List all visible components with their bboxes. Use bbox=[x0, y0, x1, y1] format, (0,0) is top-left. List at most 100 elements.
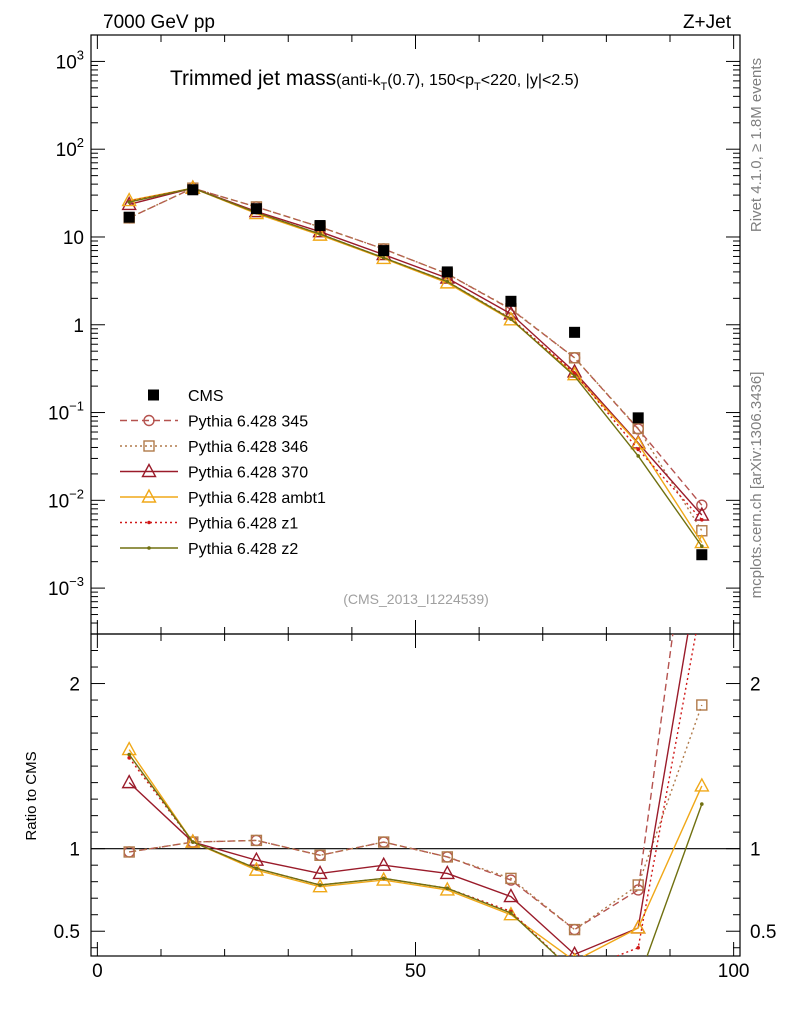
legend-item: Pythia 6.428 346 bbox=[120, 439, 308, 456]
series-point-ratio bbox=[697, 414, 707, 424]
series-point-ratio bbox=[505, 872, 517, 885]
series-point-main bbox=[121, 192, 137, 207]
legend-item: Pythia 6.428 345 bbox=[120, 414, 308, 431]
series-point-ratio bbox=[439, 864, 455, 880]
series-point-ratio bbox=[248, 851, 265, 866]
chart-title: Trimmed jet mass(anti-kT(0.7), 150<pT<22… bbox=[170, 67, 579, 93]
ratio-series bbox=[121, 414, 710, 983]
series-point-ratio bbox=[636, 945, 640, 950]
ratio-frame bbox=[90, 633, 741, 957]
y-tick-label-main: 1 bbox=[73, 316, 84, 337]
title-sub-c: <220, |y|<2.5) bbox=[481, 72, 579, 89]
series-point-main bbox=[376, 249, 392, 265]
axis-ticks bbox=[91, 34, 740, 956]
series-point-ratio bbox=[127, 752, 131, 757]
series-point-main bbox=[636, 454, 640, 458]
series-point-main bbox=[127, 200, 131, 204]
y-tick-label-ratio: 2 bbox=[69, 675, 80, 696]
series-point-ratio bbox=[376, 856, 392, 871]
series-point-main bbox=[700, 544, 704, 549]
y-tick-label-main: 10−2 bbox=[48, 486, 84, 512]
data-point bbox=[441, 266, 453, 278]
legend-marker bbox=[147, 546, 151, 550]
series-point-ratio bbox=[569, 945, 581, 956]
series-point-main bbox=[445, 279, 450, 284]
y-tick-label-main: 10−3 bbox=[48, 574, 84, 600]
data-point bbox=[378, 245, 390, 257]
series-point-main bbox=[700, 517, 704, 522]
legend-marker bbox=[143, 440, 155, 452]
ratio-ylabel: Ratio to CMS bbox=[23, 751, 40, 840]
data-group bbox=[123, 184, 708, 561]
legend-marker bbox=[141, 463, 157, 478]
legend-label: Pythia 6.428 346 bbox=[188, 439, 308, 456]
series-point-ratio bbox=[509, 911, 513, 915]
y-tick-label-main: 10−1 bbox=[48, 399, 84, 425]
legend-label: CMS bbox=[188, 388, 224, 405]
series-point-ratio bbox=[632, 879, 644, 891]
series-point-main bbox=[568, 352, 581, 364]
series-point-ratio bbox=[568, 923, 581, 936]
series-point-ratio bbox=[318, 883, 322, 887]
data-point bbox=[696, 549, 708, 561]
series-point-main bbox=[696, 499, 708, 511]
series-point-ratio bbox=[503, 888, 519, 903]
series-line-ratio bbox=[128, 634, 689, 956]
series-point-ratio bbox=[568, 923, 581, 936]
legend-item: Pythia 6.428 ambt1 bbox=[120, 488, 326, 507]
title-main: Trimmed jet mass bbox=[170, 67, 336, 90]
data-point bbox=[632, 412, 644, 424]
x-tick-label: 50 bbox=[405, 961, 426, 982]
series-point-ratio bbox=[700, 802, 704, 806]
series-point-ratio bbox=[185, 833, 201, 848]
series-point-ratio bbox=[630, 919, 646, 934]
y-tick-label-main: 102 bbox=[56, 135, 84, 161]
legend-label: Pythia 6.428 345 bbox=[188, 414, 308, 431]
series-point-ratio bbox=[254, 866, 259, 871]
legend-marker bbox=[148, 389, 159, 401]
legend-label: Pythia 6.428 370 bbox=[188, 465, 308, 482]
series-line-ratio bbox=[128, 754, 703, 956]
series-point-main bbox=[312, 226, 328, 241]
y-tick-label-ratio-right: 0.5 bbox=[750, 922, 776, 943]
series-point-main bbox=[572, 374, 577, 378]
mcplots-label: mcplots.cern.ch [arXiv:1306.3436] bbox=[748, 372, 765, 599]
y-tick-label-main: 103 bbox=[56, 47, 84, 73]
series-point-main bbox=[381, 255, 386, 260]
legend: CMS Pythia 6.428 345 Pythia 6.428 346 Pythi… bbox=[120, 388, 326, 558]
analysis-id: (CMS_2013_I1224539) bbox=[343, 591, 489, 607]
series-line-ratio bbox=[129, 704, 703, 931]
legend-item-data: CMS bbox=[148, 388, 224, 405]
x-tick-label: 0 bbox=[92, 961, 103, 982]
title-sub-a: (anti-k bbox=[336, 72, 381, 89]
series-line-main bbox=[128, 187, 703, 506]
series-point-ratio bbox=[377, 836, 390, 848]
series-line-ratio bbox=[128, 749, 703, 956]
series-point-ratio bbox=[441, 851, 454, 863]
legend-marker bbox=[143, 414, 155, 427]
series-point-ratio bbox=[694, 777, 710, 792]
series-point-ratio bbox=[250, 834, 263, 847]
series-point-ratio bbox=[573, 971, 577, 975]
series-point-ratio bbox=[314, 849, 326, 861]
x-tick-label: 100 bbox=[718, 961, 750, 982]
y-tick-label-ratio: 1 bbox=[69, 840, 80, 861]
series-point-ratio bbox=[573, 971, 577, 975]
series-point-ratio bbox=[636, 979, 640, 983]
series-point-ratio bbox=[700, 599, 704, 603]
legend-item: Pythia 6.428 z2 bbox=[120, 541, 298, 558]
legend-marker bbox=[141, 488, 157, 503]
data-point bbox=[569, 326, 581, 338]
series-point-main bbox=[318, 232, 322, 236]
series-point-ratio bbox=[123, 846, 135, 858]
series-group bbox=[121, 179, 710, 983]
energy-label: 7000 GeV pp bbox=[103, 12, 215, 33]
series-point-main bbox=[632, 422, 644, 435]
title-sub-a-index: T bbox=[381, 81, 388, 93]
data-point bbox=[123, 211, 135, 223]
data-point bbox=[314, 220, 326, 232]
legend-item: Pythia 6.428 z1 bbox=[120, 516, 298, 533]
legend-item: Pythia 6.428 370 bbox=[120, 463, 308, 482]
series-point-ratio bbox=[445, 886, 450, 891]
